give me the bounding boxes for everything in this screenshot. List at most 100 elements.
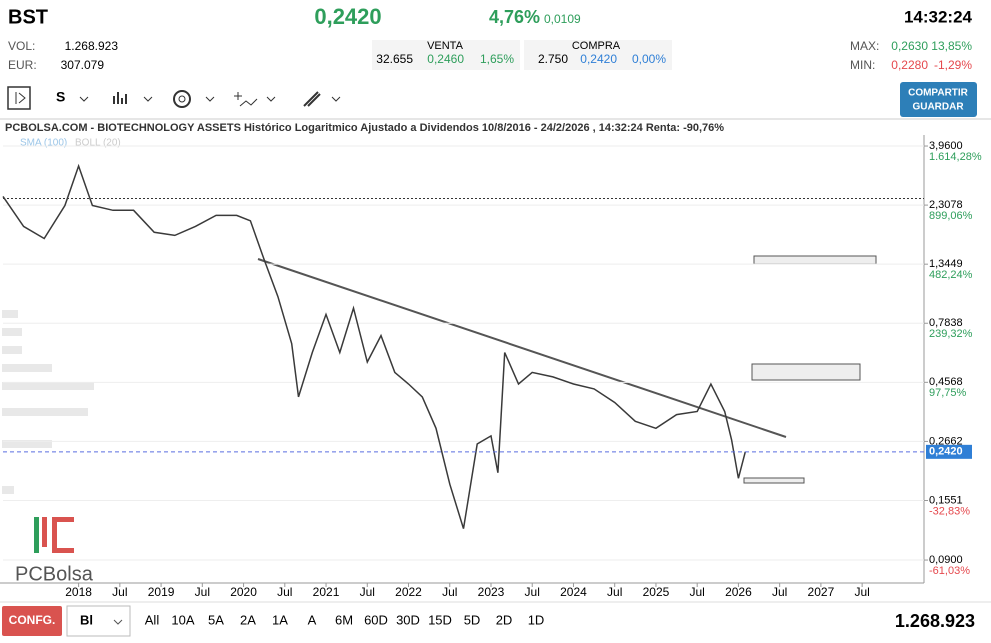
last-price-box — [926, 444, 972, 459]
y-tick-label: 0,1551 — [929, 494, 963, 506]
trend-line — [257, 258, 787, 438]
venta-qty: 32.655 — [376, 52, 413, 66]
select-value[interactable]: Bl — [80, 612, 93, 627]
dropdown-arrow[interactable] — [143, 96, 153, 102]
share-button[interactable] — [900, 82, 977, 117]
venta-box — [372, 40, 520, 70]
x-tick-label: Jul — [525, 585, 540, 599]
price-line — [2, 163, 747, 529]
logo — [34, 517, 74, 553]
indicator-label: SMA (100) — [20, 138, 67, 149]
y-tick-change: 239,32% — [929, 328, 973, 340]
x-tick-label: 2021 — [313, 585, 340, 599]
zone-box — [743, 477, 805, 484]
range-button[interactable]: 1A — [272, 612, 288, 627]
x-tick-label: Jul — [360, 585, 375, 599]
price: 0,2420 — [314, 4, 381, 29]
ticker: BST — [8, 6, 48, 28]
x-tick-label: Jul — [854, 585, 869, 599]
select-box[interactable] — [66, 605, 131, 637]
range-button[interactable]: 15D — [428, 612, 452, 627]
x-tick-label: Jul — [277, 585, 292, 599]
x-tick-label: 2019 — [148, 585, 175, 599]
compra-qty: 2.750 — [538, 52, 568, 66]
config-label[interactable]: CONFG. — [9, 613, 56, 627]
x-tick-label: 2022 — [395, 585, 422, 599]
range-button[interactable]: 2D — [496, 612, 513, 627]
indicator-icon[interactable] — [234, 92, 258, 107]
y-tick-change: 899,06% — [929, 210, 973, 222]
y-tick-label: 0,0900 — [929, 554, 963, 566]
y-tick-change: -32,83% — [929, 505, 970, 517]
x-tick-label: 2023 — [478, 585, 505, 599]
y-tick-label: 2,3078 — [929, 199, 963, 211]
dropdown-arrow[interactable] — [266, 96, 276, 102]
compra-label: COMPRA — [572, 40, 621, 52]
range-button[interactable]: 6M — [335, 612, 353, 627]
save-label[interactable]: GUARDAR — [912, 102, 964, 113]
last-price-label: 0,2420 — [929, 446, 963, 458]
venta-price: 0,2460 — [427, 52, 464, 66]
range-button[interactable]: 2A — [240, 612, 256, 627]
x-tick-label: Jul — [112, 585, 127, 599]
y-tick-label: 1,3449 — [929, 258, 963, 270]
range-button[interactable]: A — [308, 612, 317, 627]
change: 0,0109 — [544, 12, 581, 26]
dropdown-arrow[interactable] — [79, 96, 89, 102]
range-button[interactable]: 30D — [396, 612, 420, 627]
x-tick-label: Jul — [442, 585, 457, 599]
venta-pct: 1,65% — [480, 52, 514, 66]
y-tick-label: 0,2662 — [929, 435, 963, 447]
compra-price: 0,2420 — [580, 52, 617, 66]
range-button[interactable]: 5A — [208, 612, 224, 627]
dropdown-arrow[interactable] — [205, 96, 215, 102]
play-button[interactable] — [7, 86, 31, 110]
icon — [15, 92, 26, 104]
min-label: MIN: — [850, 58, 875, 72]
y-tick-label: 3,9600 — [929, 140, 963, 152]
candle-icon[interactable] — [113, 92, 127, 104]
range-button[interactable]: 10A — [171, 612, 194, 627]
vol: 1.268.923 — [65, 39, 119, 53]
x-tick-label: 2018 — [65, 585, 92, 599]
config-button[interactable] — [2, 606, 62, 636]
footer-volume: 1.268.923 — [895, 611, 975, 631]
x-tick-label: Jul — [772, 585, 787, 599]
eur-label: EUR: — [8, 58, 37, 72]
compra-box — [524, 40, 672, 70]
range-button[interactable]: 1D — [528, 612, 545, 627]
y-tick-change: 482,24% — [929, 269, 973, 281]
settings-icon[interactable] — [173, 90, 191, 108]
share-label[interactable]: COMPARTIR — [908, 88, 969, 99]
chart-title: PCBOLSA.COM - BIOTECHNOLOGY ASSETS Histó… — [5, 122, 724, 134]
x-tick-label: Jul — [195, 585, 210, 599]
x-tick-label: 2024 — [560, 585, 587, 599]
min-pct: -1,29% — [934, 58, 972, 72]
compra-pct: 0,00% — [632, 52, 666, 66]
icon — [178, 95, 186, 103]
volume-profile — [2, 310, 94, 494]
draw-icon[interactable] — [303, 91, 321, 107]
indicator-label: BOLL (20) — [75, 138, 121, 149]
period[interactable]: S — [56, 89, 65, 105]
change-pct: 4,76% — [489, 7, 540, 27]
dropdown-arrow[interactable] — [331, 96, 341, 102]
eur: 307.079 — [61, 58, 105, 72]
x-tick-label: 2020 — [230, 585, 257, 599]
dropdown-arrow[interactable] — [113, 619, 123, 625]
time: 14:32:24 — [904, 7, 973, 26]
y-tick-change: 97,75% — [929, 387, 967, 399]
toolbar — [7, 86, 341, 110]
y-tick-label: 0,4568 — [929, 376, 963, 388]
range-button[interactable]: 60D — [364, 612, 388, 627]
x-tick-label: Jul — [690, 585, 705, 599]
range-button[interactable]: 5D — [464, 612, 481, 627]
vol-label: VOL: — [8, 39, 35, 53]
range-button[interactable]: All — [145, 612, 160, 627]
zone-box — [751, 363, 861, 381]
logo-text: PCBolsa — [15, 563, 94, 585]
x-tick-label: 2025 — [643, 585, 670, 599]
